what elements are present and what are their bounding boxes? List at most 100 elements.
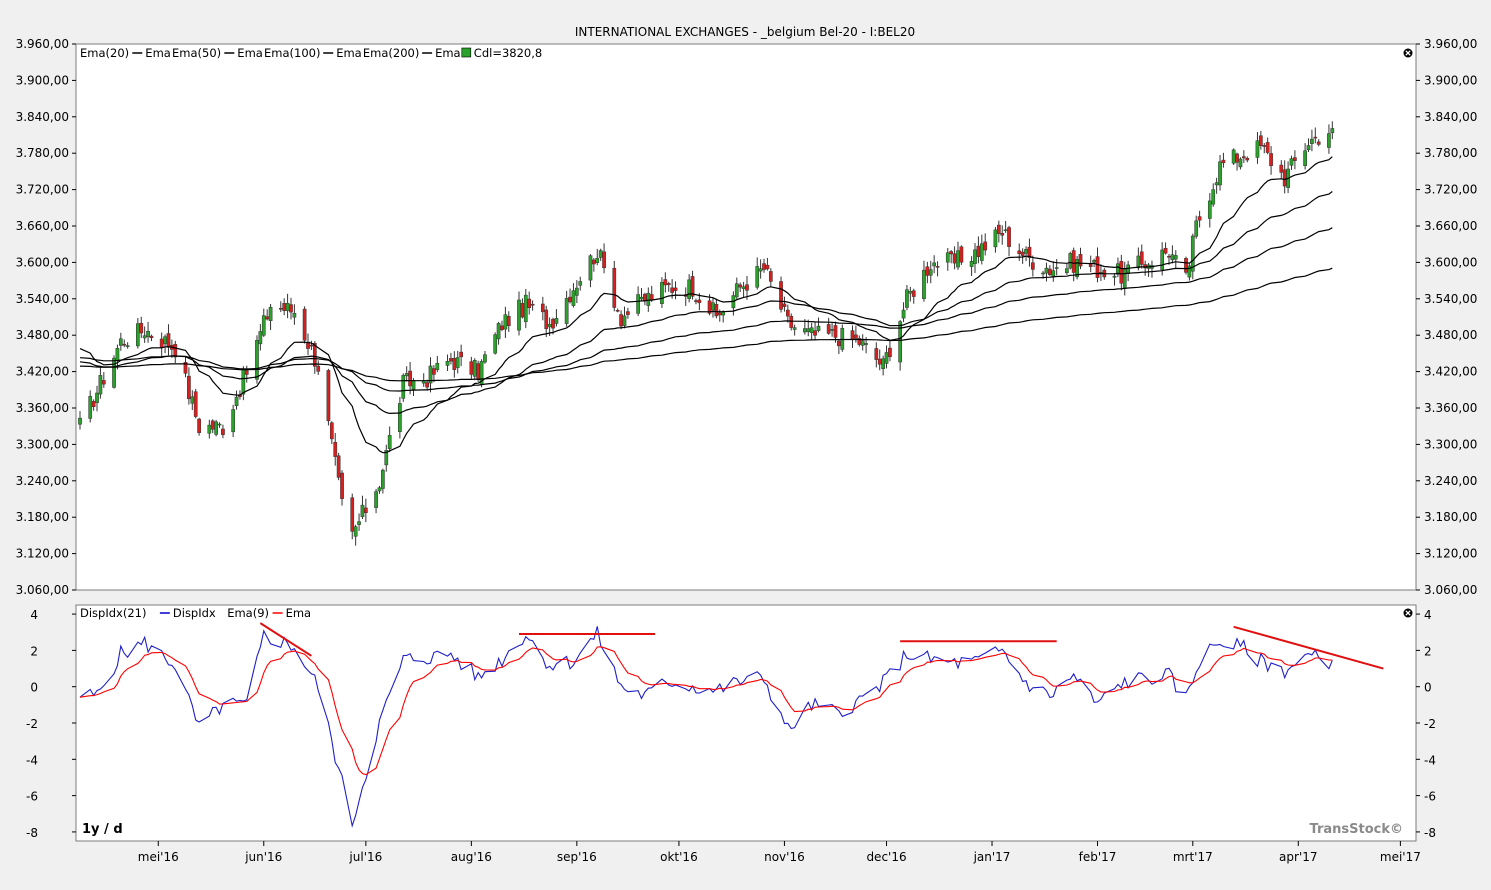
candle-body	[789, 315, 794, 328]
price-tick-label: 3.780,00	[16, 146, 69, 160]
candle	[255, 335, 259, 384]
price-tick-label: 3.300,00	[16, 437, 69, 451]
indicator-tick-label: -4	[1424, 753, 1436, 767]
candle-body	[690, 276, 695, 297]
trendline[interactable]	[259, 622, 312, 657]
candle-body	[166, 333, 171, 348]
legend-series-type: Ema	[145, 46, 171, 60]
candle	[1139, 244, 1144, 269]
candle	[523, 288, 528, 329]
candle	[626, 307, 630, 319]
candle-body	[949, 251, 954, 255]
candle-body	[255, 340, 259, 380]
candle	[479, 359, 484, 388]
candle-body	[976, 245, 981, 258]
close-icon	[1405, 50, 1411, 56]
candle	[1269, 146, 1273, 175]
candle-body	[1282, 169, 1287, 187]
candle	[459, 344, 463, 367]
indicator-tick-label: 4	[30, 608, 38, 622]
candle	[809, 322, 814, 340]
dispidx-ema-line	[79, 646, 1333, 776]
candle	[496, 321, 501, 345]
x-tick-label: okt'16	[660, 850, 698, 864]
candle-body	[911, 290, 916, 297]
candle-body	[670, 287, 674, 293]
candle	[768, 268, 773, 288]
candle-body	[435, 362, 440, 370]
price-legend: Ema(20) Ema Ema(50) Ema Ema(100) Ema Ema(200) E…	[80, 46, 542, 60]
candle-body	[1078, 254, 1083, 267]
candle	[738, 282, 743, 293]
candle	[1078, 247, 1083, 270]
candle-body	[357, 521, 361, 525]
candle-body	[517, 299, 521, 331]
candle-body	[122, 343, 127, 346]
close-indicator-panel-button[interactable]	[1403, 608, 1413, 618]
candle	[384, 444, 389, 472]
candle-body	[792, 327, 797, 330]
candle-body	[571, 290, 576, 306]
candle	[1190, 233, 1195, 280]
trendline[interactable]	[1233, 625, 1384, 670]
candle-body	[697, 299, 702, 304]
candle	[945, 247, 950, 271]
candle	[826, 317, 831, 335]
candle-body	[663, 279, 668, 286]
candle-body	[149, 335, 154, 338]
candle-body	[1316, 141, 1321, 145]
legend-series-type: Ema	[336, 46, 362, 60]
candle	[292, 304, 297, 325]
candle-body	[833, 325, 838, 338]
candle-body	[1017, 250, 1022, 254]
indicator-tick-label: -2	[1424, 717, 1436, 731]
candle	[1231, 148, 1236, 165]
candle-body	[1007, 227, 1011, 247]
candle-body	[1197, 216, 1202, 221]
candle-body	[755, 266, 760, 288]
candle	[792, 324, 797, 336]
price-tick-label: 3.360,00	[1424, 401, 1477, 415]
candle-body	[714, 303, 719, 317]
candle-body	[381, 469, 385, 489]
candle	[1265, 137, 1270, 155]
candle-body	[1235, 153, 1239, 163]
candlestick-series	[78, 121, 1335, 546]
period-label[interactable]: 1y / d	[82, 822, 123, 837]
candle	[1289, 155, 1294, 170]
candle	[905, 285, 909, 311]
candle-body	[333, 442, 338, 457]
x-tick-label: aug'16	[451, 850, 492, 864]
candle	[435, 355, 440, 373]
candle-body	[547, 323, 552, 328]
candle-body	[1279, 164, 1284, 173]
candle-body	[1071, 250, 1076, 273]
price-tick-label: 3.720,00	[16, 183, 69, 197]
candle-body	[1000, 233, 1005, 236]
candle	[979, 234, 984, 265]
candle	[571, 283, 576, 308]
candle-body	[214, 421, 218, 435]
candle-body	[88, 396, 93, 419]
candle	[1316, 139, 1321, 147]
brand-watermark: TransStock©	[1310, 822, 1403, 837]
candle-body	[316, 365, 321, 372]
candle-body	[840, 327, 845, 350]
candle-body	[459, 351, 463, 358]
candle	[1027, 238, 1032, 267]
candle	[374, 488, 378, 514]
legend-series-name: Ema(9)	[227, 606, 269, 620]
candle-body	[289, 304, 293, 313]
legend-series-name: Ema(50)	[172, 46, 221, 60]
indicator-tick-label: 2	[30, 644, 38, 658]
close-price-panel-button[interactable]	[1403, 48, 1413, 58]
candle-body	[578, 281, 583, 286]
candle	[483, 351, 487, 364]
candle	[353, 524, 358, 546]
candle-body	[1241, 156, 1246, 159]
legend-series-name: Cdl=3820,8	[474, 46, 542, 60]
candle	[1245, 156, 1250, 163]
candle	[969, 256, 974, 276]
candle-body	[908, 291, 913, 294]
candle-body	[1160, 249, 1165, 270]
